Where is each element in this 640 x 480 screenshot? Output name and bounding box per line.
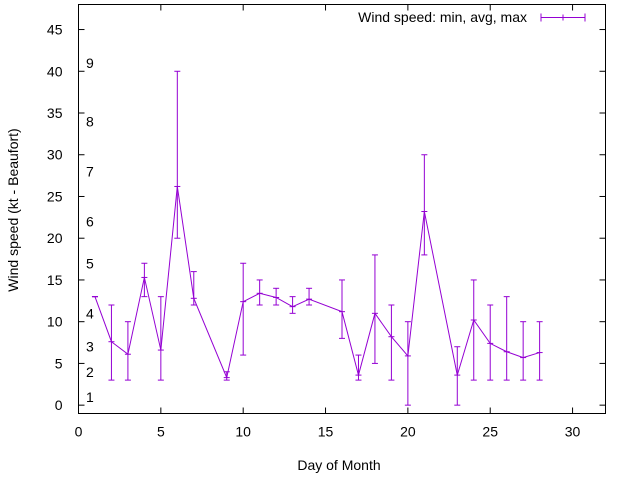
x-tick-label: 30 [565, 424, 581, 440]
data-series [91, 70, 543, 406]
y-axis-label: Wind speed (kt - Beaufort) [5, 128, 21, 291]
x-tick-label: 15 [318, 424, 334, 440]
x-tick-label: 25 [482, 424, 498, 440]
beaufort-label: 7 [86, 163, 94, 179]
legend-label: Wind speed: min, avg, max [358, 9, 527, 25]
beaufort-label: 1 [86, 389, 94, 405]
beaufort-label: 8 [86, 113, 94, 129]
y-tick-label: 20 [47, 230, 63, 246]
x-tick-label: 20 [400, 424, 416, 440]
y-tick-label: 25 [47, 188, 63, 204]
y-tick-label: 35 [47, 105, 63, 121]
x-tick-label: 10 [235, 424, 251, 440]
y-tick-label: 30 [47, 147, 63, 163]
plot-frame [78, 4, 606, 414]
beaufort-label: 6 [86, 214, 94, 230]
y-tick-label: 15 [47, 272, 63, 288]
beaufort-label: 2 [86, 364, 94, 380]
series-line [94, 186, 540, 380]
y-tick-label: 0 [55, 397, 63, 413]
legend: Wind speed: min, avg, max [358, 9, 586, 25]
beaufort-label: 9 [86, 55, 94, 71]
beaufort-label: 5 [86, 255, 94, 271]
y-tick-label: 45 [47, 22, 63, 38]
beaufort-labels: 1 2 3 4 5 6 7 8 9 [86, 55, 94, 405]
y-tick-label: 40 [47, 63, 63, 79]
x-tick-label: 5 [157, 424, 165, 440]
y-tick-label: 5 [55, 355, 63, 371]
y-tick-label: 10 [47, 314, 63, 330]
x-tick-label: 0 [75, 424, 83, 440]
beaufort-label: 4 [86, 305, 94, 321]
x-axis-label: Day of Month [297, 457, 380, 473]
beaufort-label: 3 [86, 339, 94, 355]
